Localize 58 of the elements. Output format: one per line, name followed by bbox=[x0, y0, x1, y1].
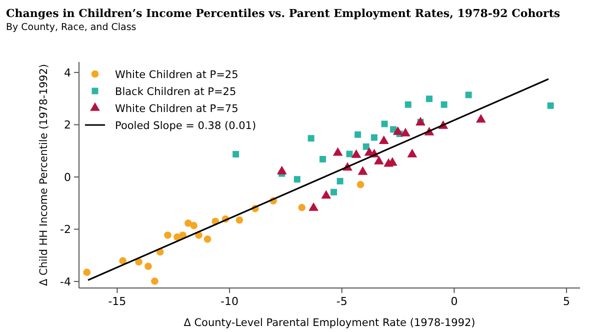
y-tick-label: -4 bbox=[60, 275, 71, 288]
point bbox=[370, 134, 378, 141]
point bbox=[407, 148, 418, 158]
legend-label: Black Children at P=25 bbox=[115, 86, 236, 98]
point bbox=[83, 268, 91, 276]
point bbox=[308, 202, 318, 211]
point bbox=[321, 190, 332, 199]
point bbox=[190, 222, 198, 230]
x-tick-label: 5 bbox=[563, 295, 570, 308]
point bbox=[400, 128, 410, 136]
point bbox=[404, 101, 412, 108]
point bbox=[320, 156, 326, 162]
point bbox=[547, 102, 554, 109]
x-tick-label: -5 bbox=[336, 295, 348, 308]
point bbox=[294, 176, 300, 183]
legend-label: Pooled Slope = 0.38 (0.01) bbox=[115, 120, 256, 132]
point bbox=[308, 135, 314, 142]
point bbox=[374, 156, 384, 164]
point bbox=[164, 232, 172, 239]
point bbox=[426, 96, 432, 102]
legend-label: White Children at P=25 bbox=[115, 69, 238, 81]
point bbox=[381, 120, 388, 128]
x-axis-title: Δ County-Level Parental Employment Rate (1978-1992) bbox=[184, 317, 476, 329]
point bbox=[119, 257, 126, 264]
point bbox=[392, 126, 403, 135]
point bbox=[358, 166, 368, 175]
chart-title: Changes in Children’s Income Percentiles vs. Parent Employment Rates, 1978-92 Cohorts bbox=[6, 7, 560, 20]
point bbox=[440, 101, 448, 108]
point bbox=[184, 220, 192, 227]
point bbox=[298, 204, 306, 212]
point bbox=[336, 178, 344, 184]
point bbox=[354, 131, 362, 138]
point bbox=[151, 278, 158, 285]
chart-subtitle: By County, Race, and Class bbox=[6, 22, 136, 33]
y-tick-label: 2 bbox=[64, 118, 71, 132]
point bbox=[378, 135, 389, 144]
point bbox=[144, 262, 152, 270]
point bbox=[465, 92, 472, 98]
point bbox=[135, 258, 142, 266]
point bbox=[276, 166, 287, 174]
y-tick-label: -2 bbox=[60, 223, 71, 236]
y-axis-title: Δ Child HH Income Percentile (1978-1992) bbox=[38, 64, 50, 286]
point bbox=[356, 180, 364, 188]
point bbox=[362, 143, 370, 150]
legend-label: White Children at P=75 bbox=[115, 103, 238, 115]
y-tick-label: 0 bbox=[64, 170, 71, 184]
point bbox=[346, 150, 353, 158]
x-tick-label: 0 bbox=[450, 295, 458, 308]
point bbox=[330, 188, 338, 196]
y-tick-label: 4 bbox=[64, 66, 71, 80]
x-tick-label: -15 bbox=[108, 295, 126, 308]
point bbox=[476, 114, 486, 123]
point bbox=[204, 235, 212, 243]
point bbox=[236, 216, 244, 224]
point bbox=[332, 147, 343, 156]
x-tick-label: -10 bbox=[220, 295, 239, 308]
point bbox=[351, 149, 362, 158]
point bbox=[232, 150, 240, 158]
